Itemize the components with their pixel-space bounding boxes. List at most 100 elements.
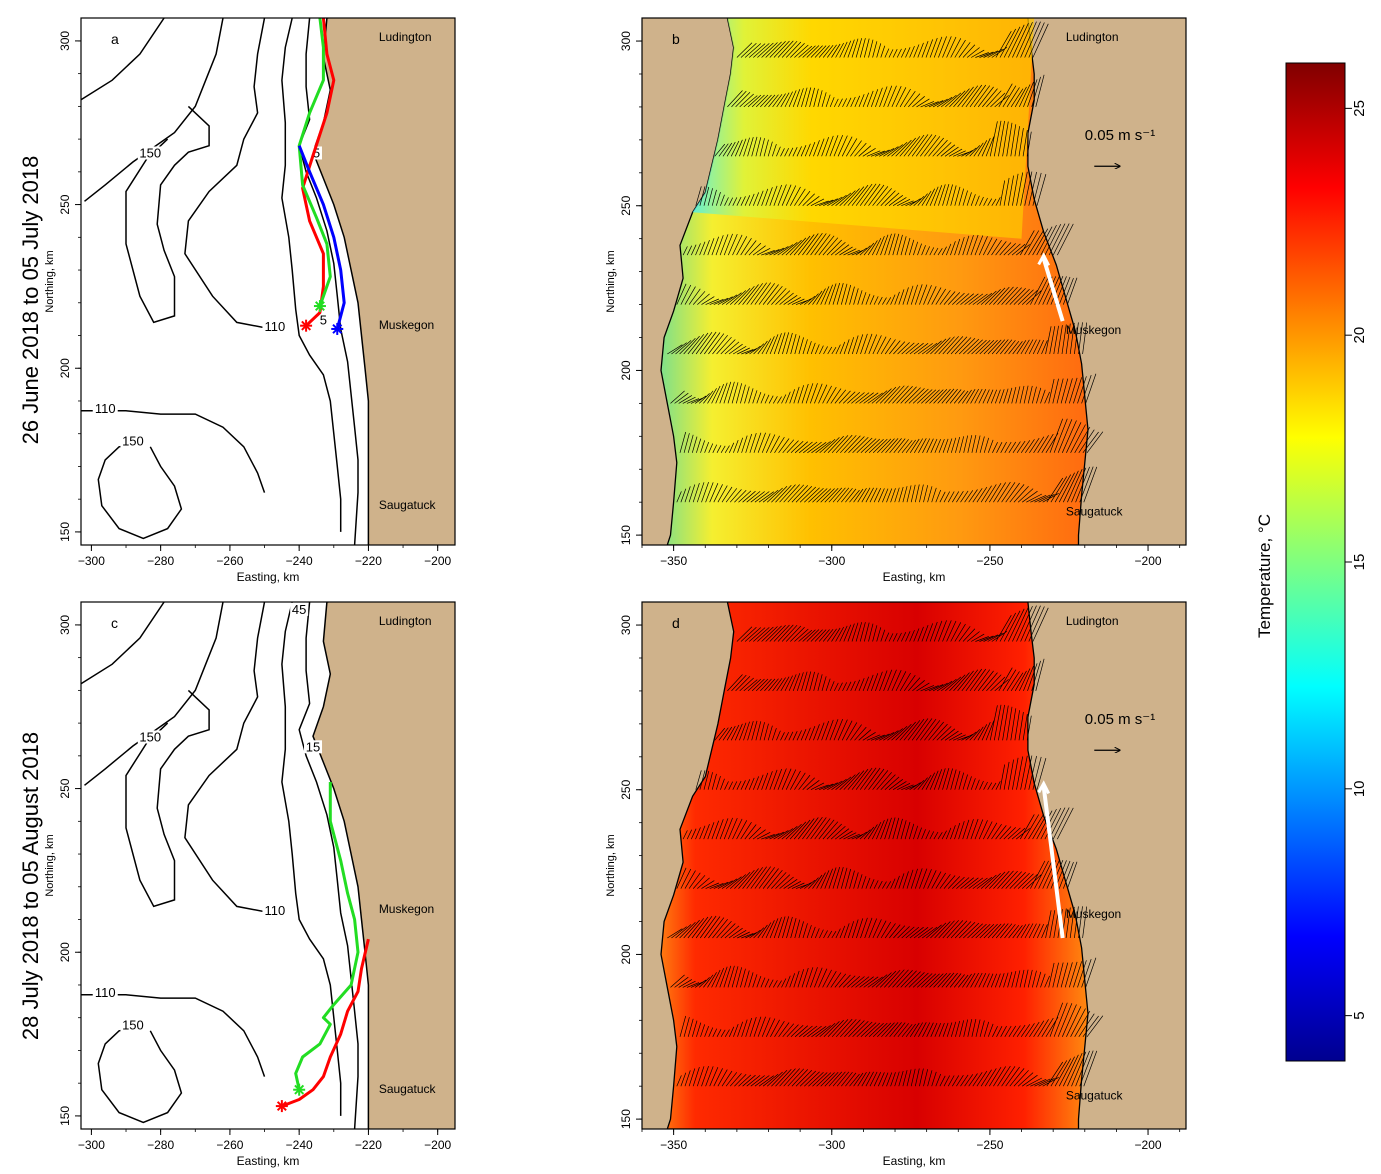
contour-label-bg bbox=[120, 434, 146, 448]
contour-label: 5 bbox=[313, 145, 320, 160]
contour-label: 150 bbox=[122, 1018, 144, 1033]
depth-contour bbox=[97, 442, 183, 540]
velocity-vectors bbox=[682, 807, 1074, 840]
panel-d: 0.05 m s⁻¹ −350 −300 −250 −200 150 200 250 300 Ea… bbox=[605, 601, 1187, 1168]
place-label: Ludington bbox=[1066, 614, 1119, 628]
vector-transect bbox=[676, 275, 1078, 305]
depth-contour bbox=[125, 105, 210, 324]
velocity-vectors bbox=[667, 906, 1088, 939]
contour-label: 110 bbox=[95, 985, 116, 1000]
velocity-vectors bbox=[667, 322, 1088, 355]
vector-transect bbox=[670, 373, 1097, 404]
y-tick-label: 250 bbox=[619, 195, 633, 215]
velocity-vectors bbox=[670, 957, 1097, 988]
contour-label-bg bbox=[262, 319, 288, 333]
contour-label: 150 bbox=[139, 145, 161, 160]
velocity-vectors bbox=[727, 74, 1045, 108]
place-label: Saugatuck bbox=[379, 498, 437, 512]
y-tick-label: 150 bbox=[619, 1109, 633, 1129]
depth-contour bbox=[81, 18, 165, 101]
panel-frame bbox=[80, 17, 456, 546]
velocity-vectors bbox=[714, 120, 1032, 157]
vector-transect bbox=[714, 704, 1032, 741]
drifter-end-marker bbox=[336, 324, 343, 330]
vector-transect bbox=[695, 171, 1047, 207]
velocity-vectors bbox=[714, 704, 1032, 741]
velocity-vectors bbox=[676, 275, 1078, 305]
vector-transect bbox=[676, 859, 1078, 889]
velocity-vectors bbox=[736, 21, 1049, 58]
row-label-2: 28 July 2018 to 05 August 2018 bbox=[18, 732, 43, 1040]
depth-contour bbox=[81, 994, 266, 1077]
contour-label-bg bbox=[137, 730, 163, 744]
place-label: Saugatuck bbox=[1066, 1088, 1124, 1102]
vector-transect bbox=[714, 120, 1032, 157]
vector-transect bbox=[667, 322, 1088, 355]
x-tick-label: −350 bbox=[660, 554, 687, 568]
x-tick-label: −280 bbox=[147, 1138, 174, 1152]
x-tick-label: −250 bbox=[976, 554, 1003, 568]
place-label: Ludington bbox=[379, 614, 432, 628]
colorbar-label: Temperature, °C bbox=[1255, 514, 1274, 638]
x-tick-label: −200 bbox=[424, 554, 451, 568]
x-tick-label: −300 bbox=[818, 554, 845, 568]
place-label: Saugatuck bbox=[379, 1082, 437, 1096]
vector-transect bbox=[682, 223, 1074, 256]
place-label: Muskegon bbox=[379, 318, 434, 332]
depth-contour bbox=[97, 1026, 183, 1124]
velocity-vectors bbox=[727, 658, 1045, 692]
velocity-vectors bbox=[676, 859, 1078, 889]
contour-label: 110 bbox=[265, 903, 286, 918]
panel-letter: c bbox=[111, 615, 118, 631]
x-tick-label: −240 bbox=[286, 554, 313, 568]
y-tick-label: 200 bbox=[619, 360, 633, 380]
colorbar: 5 10 15 20 25 Temperature, °C bbox=[1255, 62, 1368, 1062]
contour-label-bg bbox=[310, 146, 322, 160]
colorbar-tick-label: 25 bbox=[1351, 100, 1368, 117]
contour-label: 45 bbox=[292, 602, 306, 617]
vector-transect bbox=[736, 21, 1049, 58]
contour-label: 110 bbox=[95, 401, 116, 416]
colorbar-tick-label: 15 bbox=[1351, 554, 1368, 571]
plot-area bbox=[642, 18, 1186, 545]
y-tick-label: 250 bbox=[58, 778, 72, 798]
vector-transect bbox=[727, 658, 1045, 692]
depth-contour bbox=[81, 410, 266, 493]
alongshore-mean-vector-head bbox=[1037, 780, 1051, 795]
x-tick-label: −280 bbox=[147, 554, 174, 568]
row-label-1: 26 June 2018 to 05 July 2018 bbox=[18, 156, 43, 445]
plot-area: 150 110 110 150 5 5 bbox=[81, 18, 455, 545]
panel-frame bbox=[80, 601, 456, 1130]
y-tick-label: 200 bbox=[58, 942, 72, 962]
x-tick-label: −300 bbox=[78, 554, 105, 568]
contour-label-bg bbox=[92, 401, 118, 415]
y-tick-label: 250 bbox=[619, 779, 633, 799]
drifter-end-marker bbox=[305, 320, 312, 327]
panel-letter: d bbox=[672, 615, 680, 631]
vector-transect bbox=[736, 605, 1049, 642]
x-tick-label: −220 bbox=[355, 1138, 382, 1152]
x-tick-label: −300 bbox=[78, 1138, 105, 1152]
panel-b: 0.05 m s⁻¹ −350 −300 −250 −200 150 200 250 300 Ea… bbox=[605, 17, 1187, 584]
contour-label: 110 bbox=[265, 319, 286, 334]
drifter-track-green bbox=[294, 782, 360, 1091]
contour-label-bg bbox=[120, 1018, 146, 1032]
panel-frame bbox=[641, 17, 1187, 546]
velocity-vectors bbox=[679, 1002, 1104, 1038]
scale-vector-label: 0.05 m s⁻¹ bbox=[1085, 127, 1155, 144]
drifter-end-marker bbox=[319, 301, 325, 307]
velocity-vectors bbox=[679, 418, 1104, 454]
contour-label: 5 bbox=[320, 312, 327, 327]
depth-contour bbox=[184, 18, 272, 330]
contour-label: 150 bbox=[139, 729, 161, 744]
contour-label-bg bbox=[290, 602, 309, 616]
depth-contour bbox=[281, 602, 342, 1116]
y-axis-label: Northing, km bbox=[605, 834, 617, 896]
contour-label-bg bbox=[137, 146, 163, 160]
x-tick-label: −220 bbox=[355, 554, 382, 568]
colorbar-ticks: 5 10 15 20 25 bbox=[1345, 100, 1368, 1020]
x-axis-label: Easting, km bbox=[883, 570, 946, 584]
colorbar-tick-label: 10 bbox=[1351, 780, 1368, 797]
y-tick-label: 300 bbox=[619, 31, 633, 51]
